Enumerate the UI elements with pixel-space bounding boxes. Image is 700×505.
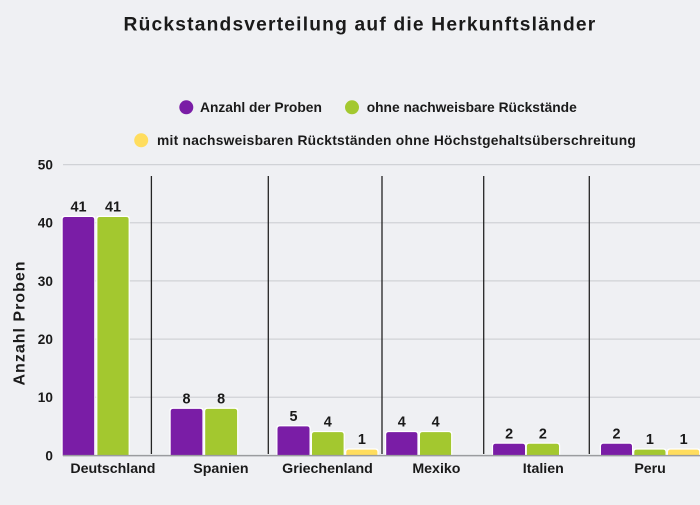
svg-text:Deutschland: Deutschland [70, 461, 155, 477]
svg-text:Griechenland: Griechenland [282, 461, 373, 477]
svg-text:40: 40 [38, 216, 53, 231]
svg-text:1: 1 [646, 432, 654, 448]
svg-text:Spanien: Spanien [193, 461, 248, 477]
svg-text:1: 1 [358, 432, 366, 448]
svg-text:mit nachsweisbaren Rücktstände: mit nachsweisbaren Rücktständen ohne Höc… [157, 133, 636, 148]
svg-text:50: 50 [38, 158, 53, 173]
svg-text:2: 2 [612, 426, 620, 442]
svg-text:Peru: Peru [634, 461, 666, 477]
svg-text:41: 41 [105, 200, 121, 216]
svg-text:5: 5 [289, 409, 297, 425]
svg-text:Rückstandsverteilung auf die H: Rückstandsverteilung auf die Herkunftslä… [124, 15, 597, 36]
svg-text:2: 2 [539, 426, 547, 442]
svg-text:20: 20 [38, 332, 53, 347]
svg-text:4: 4 [432, 415, 440, 431]
svg-text:4: 4 [324, 415, 332, 431]
svg-text:Mexiko: Mexiko [412, 461, 460, 477]
svg-text:ohne nachweisbare Rückstände: ohne nachweisbare Rückstände [367, 100, 577, 115]
svg-text:8: 8 [182, 392, 190, 408]
svg-text:8: 8 [217, 392, 225, 408]
svg-text:1: 1 [680, 432, 688, 448]
svg-text:30: 30 [38, 274, 53, 289]
svg-text:2: 2 [505, 426, 513, 442]
svg-text:0: 0 [45, 448, 53, 463]
svg-text:Anzahl der Proben: Anzahl der Proben [200, 100, 322, 115]
svg-text:Anzahl Proben: Anzahl Proben [11, 260, 28, 385]
svg-text:10: 10 [38, 390, 53, 405]
svg-text:41: 41 [70, 200, 86, 216]
svg-text:Italien: Italien [523, 461, 564, 477]
svg-text:4: 4 [398, 415, 406, 431]
